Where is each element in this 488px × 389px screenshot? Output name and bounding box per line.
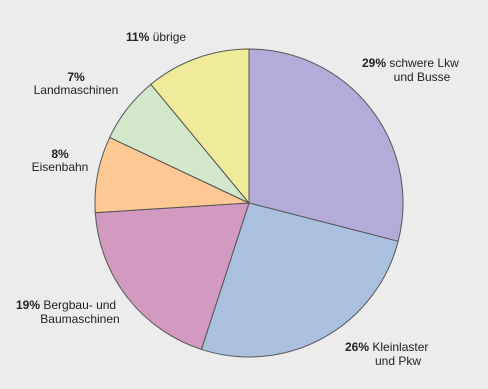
slice-label-bergbau-line2: Baumaschinen	[30, 313, 130, 326]
slice-name: Bergbau- und	[43, 298, 117, 312]
slice-percent: 29%	[362, 56, 387, 70]
slice-label-uebrige: 11% übrige	[126, 31, 186, 44]
pie-slice-uebrige	[150, 48, 250, 205]
slice-name: übrige	[152, 30, 187, 44]
slice-name: schwere Lkw	[389, 56, 459, 70]
slice-label-landmaschinen: 7% Landmaschinen	[26, 71, 126, 97]
pie-slice-kleinlaster	[200, 202, 399, 358]
slice-name: und Pkw	[374, 354, 422, 368]
slice-label-kleinlaster-line2: und Pkw	[368, 355, 428, 368]
slice-name: und Busse	[393, 70, 451, 84]
slice-label-kleinlaster: 26% Kleinlaster	[345, 341, 428, 354]
slice-percent: 11%	[126, 30, 150, 44]
slice-name: Kleinlaster	[372, 340, 429, 354]
slice-percent: 8%	[51, 147, 69, 161]
slice-name: Eisenbahn	[31, 160, 89, 174]
pie-slice-bergbau	[94, 202, 250, 351]
slice-label-schwere-lkw-line2: und Busse	[392, 71, 452, 84]
slice-name: Landmaschinen	[33, 83, 119, 97]
slice-percent: 26%	[345, 340, 370, 354]
slice-label-schwere-lkw: 29% schwere Lkw	[362, 57, 459, 70]
pie-slice-schwere-lkw	[248, 48, 404, 242]
slice-percent: 19%	[16, 298, 41, 312]
slice-label-bergbau: 19% Bergbau- und	[16, 299, 116, 312]
slice-label-eisenbahn: 8% Eisenbahn	[20, 148, 100, 174]
slice-name: Baumaschinen	[40, 312, 120, 326]
slice-percent: 7%	[67, 70, 85, 84]
